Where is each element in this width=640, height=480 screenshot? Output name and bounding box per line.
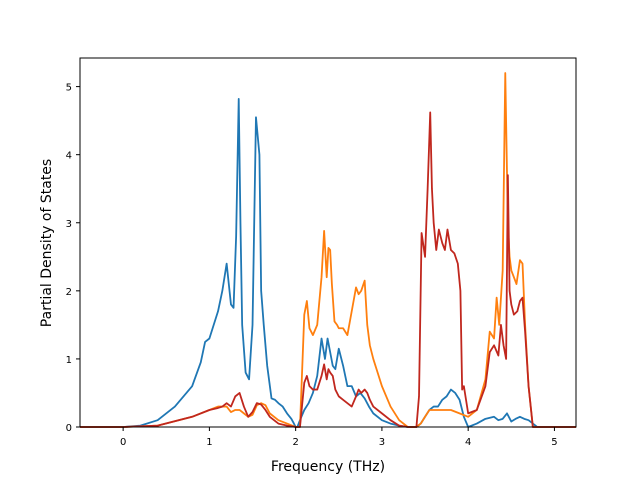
x-tick-label: 4 [465, 437, 471, 448]
x-tick-label: 3 [379, 437, 385, 448]
y-axis-title: Partial Density of States [39, 159, 55, 327]
x-tick-label: 5 [551, 437, 557, 448]
series-line-1 [80, 97, 576, 428]
x-axis-title: Frequency (THz) [271, 459, 385, 475]
y-tick-label: 2 [66, 287, 72, 298]
y-tick-label: 0 [66, 423, 72, 434]
series-layer [80, 72, 576, 428]
y-tick-label: 4 [66, 151, 72, 162]
y-ticks: 0 1 2 3 4 5 [66, 83, 80, 434]
x-tick-label: 2 [292, 437, 298, 448]
x-ticks: 0 1 2 3 4 5 [120, 427, 558, 448]
series-line-2 [80, 72, 576, 428]
y-tick-label: 3 [66, 219, 72, 230]
x-tick-label: 0 [120, 437, 126, 448]
x-tick-label: 1 [206, 437, 212, 448]
y-tick-label: 1 [66, 355, 72, 366]
y-tick-label: 5 [66, 83, 72, 94]
plot-frame [79, 57, 577, 428]
series-line-3 [80, 111, 576, 428]
